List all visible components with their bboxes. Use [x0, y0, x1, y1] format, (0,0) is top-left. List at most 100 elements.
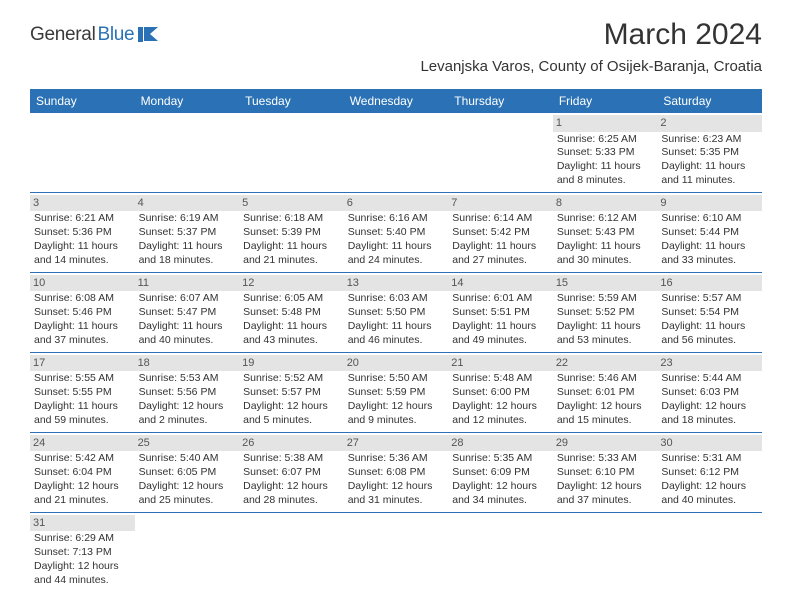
sunset-text: Sunset: 6:10 PM [557, 466, 654, 480]
daylight-text-2: and 49 minutes. [452, 334, 549, 348]
daylight-text-1: Daylight: 11 hours [348, 320, 445, 334]
sunset-text: Sunset: 5:36 PM [34, 226, 131, 240]
daylight-text-1: Daylight: 12 hours [348, 400, 445, 414]
calendar-day [135, 113, 240, 192]
sunrise-text: Sunrise: 5:38 AM [243, 452, 340, 466]
calendar-day [30, 113, 135, 192]
calendar-day: 14Sunrise: 6:01 AMSunset: 5:51 PMDayligh… [448, 272, 553, 352]
daylight-text-2: and 18 minutes. [661, 414, 758, 428]
calendar-day [448, 512, 553, 591]
daylight-text-1: Daylight: 12 hours [452, 480, 549, 494]
page-header: General Blue March 2024 Levanjska Varos,… [0, 0, 792, 81]
daylight-text-1: Daylight: 11 hours [661, 160, 758, 174]
calendar-day [344, 113, 449, 192]
logo-text-general: General [30, 24, 96, 46]
calendar-day [657, 512, 762, 591]
daylight-text-1: Daylight: 11 hours [34, 320, 131, 334]
day-number: 22 [553, 355, 658, 372]
sunrise-text: Sunrise: 5:48 AM [452, 372, 549, 386]
sunrise-text: Sunrise: 5:57 AM [661, 292, 758, 306]
calendar-day [239, 113, 344, 192]
sunset-text: Sunset: 5:50 PM [348, 306, 445, 320]
calendar-week: 3Sunrise: 6:21 AMSunset: 5:36 PMDaylight… [30, 192, 762, 272]
sunrise-text: Sunrise: 6:08 AM [34, 292, 131, 306]
sunrise-text: Sunrise: 5:42 AM [34, 452, 131, 466]
daylight-text-2: and 37 minutes. [557, 494, 654, 508]
calendar-day: 9Sunrise: 6:10 AMSunset: 5:44 PMDaylight… [657, 192, 762, 272]
day-number: 19 [239, 355, 344, 372]
calendar-day [344, 512, 449, 591]
daylight-text-1: Daylight: 11 hours [452, 320, 549, 334]
calendar-day [553, 512, 658, 591]
daylight-text-2: and 40 minutes. [139, 334, 236, 348]
sunrise-text: Sunrise: 6:07 AM [139, 292, 236, 306]
sunrise-text: Sunrise: 6:23 AM [661, 133, 758, 147]
calendar-body: 1Sunrise: 6:25 AMSunset: 5:33 PMDaylight… [30, 113, 762, 592]
daylight-text-2: and 28 minutes. [243, 494, 340, 508]
sunset-text: Sunset: 5:46 PM [34, 306, 131, 320]
daylight-text-2: and 25 minutes. [139, 494, 236, 508]
daylight-text-1: Daylight: 12 hours [557, 400, 654, 414]
sunset-text: Sunset: 5:57 PM [243, 386, 340, 400]
daylight-text-2: and 44 minutes. [34, 574, 131, 588]
sunset-text: Sunset: 5:51 PM [452, 306, 549, 320]
day-number: 12 [239, 275, 344, 292]
daylight-text-1: Daylight: 12 hours [243, 480, 340, 494]
calendar-day: 31Sunrise: 6:29 AMSunset: 7:13 PMDayligh… [30, 512, 135, 591]
daylight-text-2: and 30 minutes. [557, 254, 654, 268]
daylight-text-2: and 2 minutes. [139, 414, 236, 428]
sunset-text: Sunset: 5:44 PM [661, 226, 758, 240]
calendar-week: 24Sunrise: 5:42 AMSunset: 6:04 PMDayligh… [30, 432, 762, 512]
calendar-day [239, 512, 344, 591]
day-number: 14 [448, 275, 553, 292]
day-number: 30 [657, 435, 762, 452]
sunset-text: Sunset: 6:01 PM [557, 386, 654, 400]
calendar-day: 2Sunrise: 6:23 AMSunset: 5:35 PMDaylight… [657, 113, 762, 192]
sunrise-text: Sunrise: 5:46 AM [557, 372, 654, 386]
daylight-text-1: Daylight: 11 hours [452, 240, 549, 254]
calendar-day: 4Sunrise: 6:19 AMSunset: 5:37 PMDaylight… [135, 192, 240, 272]
day-header: Sunday [30, 89, 135, 113]
daylight-text-1: Daylight: 12 hours [139, 400, 236, 414]
day-number: 17 [30, 355, 135, 372]
daylight-text-2: and 9 minutes. [348, 414, 445, 428]
sunset-text: Sunset: 6:03 PM [661, 386, 758, 400]
month-title: March 2024 [420, 18, 762, 52]
sunset-text: Sunset: 6:08 PM [348, 466, 445, 480]
logo: General Blue [30, 18, 159, 46]
calendar-day: 27Sunrise: 5:36 AMSunset: 6:08 PMDayligh… [344, 432, 449, 512]
day-number: 6 [344, 195, 449, 212]
daylight-text-2: and 14 minutes. [34, 254, 131, 268]
daylight-text-1: Daylight: 12 hours [243, 400, 340, 414]
calendar-day: 23Sunrise: 5:44 AMSunset: 6:03 PMDayligh… [657, 352, 762, 432]
day-number: 21 [448, 355, 553, 372]
sunset-text: Sunset: 6:05 PM [139, 466, 236, 480]
sunset-text: Sunset: 6:04 PM [34, 466, 131, 480]
sunrise-text: Sunrise: 6:19 AM [139, 212, 236, 226]
daylight-text-2: and 40 minutes. [661, 494, 758, 508]
calendar-day: 25Sunrise: 5:40 AMSunset: 6:05 PMDayligh… [135, 432, 240, 512]
daylight-text-2: and 53 minutes. [557, 334, 654, 348]
calendar-day: 13Sunrise: 6:03 AMSunset: 5:50 PMDayligh… [344, 272, 449, 352]
calendar-day: 30Sunrise: 5:31 AMSunset: 6:12 PMDayligh… [657, 432, 762, 512]
sunrise-text: Sunrise: 6:29 AM [34, 532, 131, 546]
day-number: 8 [553, 195, 658, 212]
sunrise-text: Sunrise: 6:03 AM [348, 292, 445, 306]
daylight-text-2: and 46 minutes. [348, 334, 445, 348]
daylight-text-1: Daylight: 11 hours [243, 320, 340, 334]
day-number: 23 [657, 355, 762, 372]
day-number: 25 [135, 435, 240, 452]
calendar-day: 22Sunrise: 5:46 AMSunset: 6:01 PMDayligh… [553, 352, 658, 432]
daylight-text-1: Daylight: 11 hours [557, 240, 654, 254]
sunrise-text: Sunrise: 6:10 AM [661, 212, 758, 226]
daylight-text-2: and 24 minutes. [348, 254, 445, 268]
day-number: 4 [135, 195, 240, 212]
sunrise-text: Sunrise: 6:05 AM [243, 292, 340, 306]
day-number: 13 [344, 275, 449, 292]
day-header: Friday [553, 89, 658, 113]
daylight-text-1: Daylight: 12 hours [661, 480, 758, 494]
sunset-text: Sunset: 5:54 PM [661, 306, 758, 320]
day-number: 2 [657, 115, 762, 132]
daylight-text-2: and 59 minutes. [34, 414, 131, 428]
day-number: 27 [344, 435, 449, 452]
